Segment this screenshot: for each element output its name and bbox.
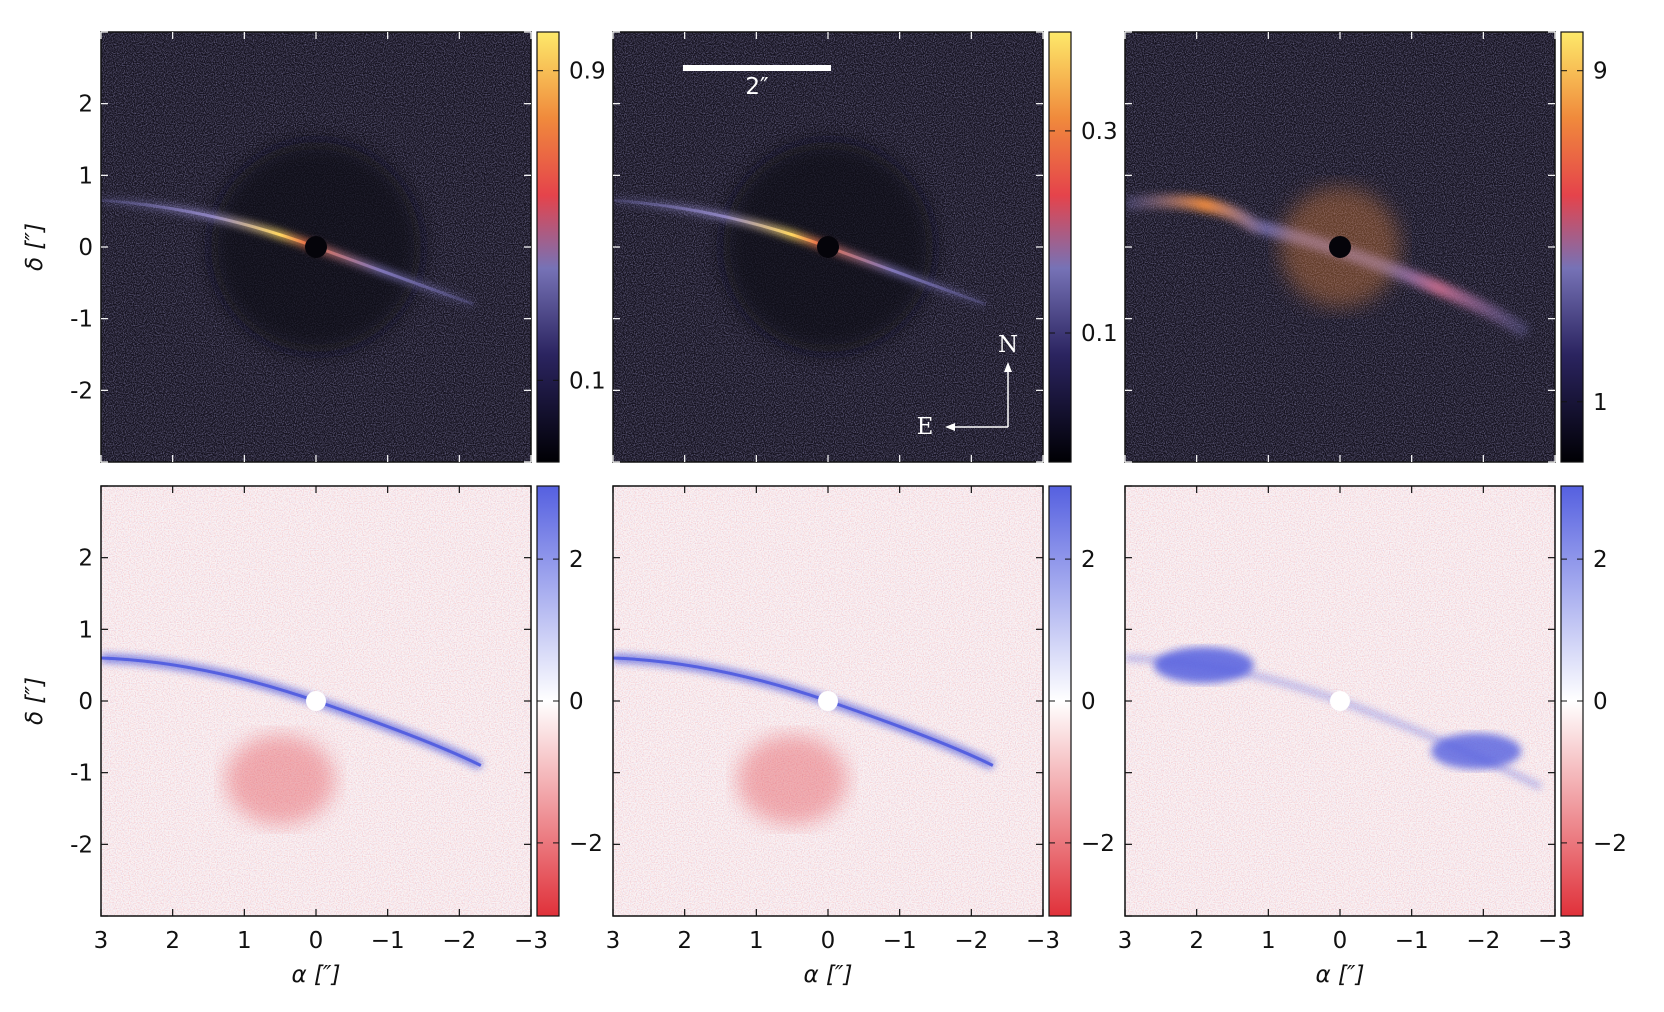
compass: NE: [917, 332, 1018, 440]
colorbar-tick-label: 0.3: [1081, 119, 1118, 145]
colorbar: 2 0 −2: [1560, 485, 1627, 917]
y-tick-label: 1: [78, 163, 93, 189]
x-tick-label: −1: [883, 928, 917, 954]
panel-bottom-3: 3 2 1 0 −1 −2 −3 α [″] 2 0 −2: [1118, 485, 1627, 988]
x-axis-label: α [″]: [291, 962, 340, 988]
colorbar-tick-label: 0: [1593, 689, 1608, 715]
y-tick-label: 2: [78, 546, 93, 572]
y-tick-label: 0: [78, 235, 93, 261]
colorbar-tick-label: 2: [1081, 547, 1096, 573]
x-tick-label: 2: [677, 928, 692, 954]
image-map: [613, 32, 1043, 462]
colorbar: 2 0 −2: [1048, 485, 1115, 917]
colorbar-tick-label: −2: [1081, 831, 1115, 857]
x-tick-label: −3: [514, 928, 548, 954]
x-tick-label: −3: [1026, 928, 1060, 954]
y-tick-label: 1: [78, 617, 93, 643]
image-map: [613, 486, 1043, 916]
x-tick-label: −1: [371, 928, 405, 954]
colorbar: 2 0 −2: [536, 485, 603, 917]
colorbar-tick-label: 0: [569, 689, 584, 715]
compass-east-label: E: [917, 414, 934, 440]
panel-top-3: 91: [1124, 31, 1608, 463]
y-axis-label: δ [″]: [22, 677, 48, 725]
panel-top-1: 2 1 0 -1 -2 δ [″] 0.9 0.1: [22, 31, 606, 463]
colorbar-tick-label: 0: [1081, 689, 1096, 715]
x-tick-label: 3: [94, 928, 109, 954]
x-tick-label: 1: [1261, 928, 1276, 954]
y-tick-label: -1: [70, 307, 93, 333]
north-arrow-icon: [1004, 362, 1012, 372]
y-tick-label: 2: [78, 92, 93, 118]
image-map: [1125, 486, 1555, 916]
y-tick-label: 0: [78, 689, 93, 715]
panel-top-2: 0.3 0.1: [612, 31, 1118, 463]
image-map: [1125, 32, 1555, 462]
x-tick-label: 3: [1118, 928, 1133, 954]
colorbar-tick-label: 0.1: [569, 368, 606, 394]
x-tick-label: 2: [1189, 928, 1204, 954]
colorbar-tick-label: 1: [1593, 390, 1608, 416]
colorbar-tick-label: 0.1: [1081, 321, 1118, 347]
colorbar: 0.3 0.1: [1048, 31, 1118, 463]
colorbar-tick-label: 2: [1593, 547, 1608, 573]
image-map: [101, 486, 531, 916]
y-tick-label: -2: [70, 378, 93, 404]
image-map: [101, 32, 531, 462]
x-axis-label: α [″]: [1315, 962, 1364, 988]
colorbar-tick-label: 0.9: [569, 59, 606, 85]
colorbar: 91: [1560, 31, 1608, 463]
colorbar-tick-label: −2: [1593, 831, 1627, 857]
x-tick-label: 0: [309, 928, 324, 954]
panel-bottom-2: 3 2 1 0 −1 −2 −3 α [″] 2 0 −2: [606, 485, 1115, 988]
x-axis-label: α [″]: [803, 962, 852, 988]
x-tick-label: 2: [165, 928, 180, 954]
scale-bar: 2″: [683, 65, 831, 100]
x-tick-label: 0: [1333, 928, 1348, 954]
panel-bottom-1: 2 1 0 -1 -2 δ [″] 3 2 1 0 −1 −2 −3 α [″] 2 0 −2: [22, 485, 603, 988]
compass-north-label: N: [998, 332, 1018, 358]
colorbar: 0.9 0.1: [536, 31, 606, 463]
x-tick-label: −2: [954, 928, 988, 954]
y-tick-label: -1: [70, 761, 93, 787]
y-axis-label: δ [″]: [22, 223, 48, 271]
x-tick-label: −2: [1466, 928, 1500, 954]
y-tick-label: -2: [70, 832, 93, 858]
x-tick-label: 3: [606, 928, 621, 954]
x-tick-label: −2: [442, 928, 476, 954]
east-arrow-icon: [945, 423, 955, 431]
scale-bar-label: 2″: [745, 74, 769, 100]
colorbar-tick-label: 9: [1593, 59, 1608, 85]
x-tick-label: 1: [237, 928, 252, 954]
colorbar-tick-label: 2: [569, 547, 584, 573]
x-tick-label: 1: [749, 928, 764, 954]
x-tick-label: −1: [1395, 928, 1429, 954]
x-tick-label: 0: [821, 928, 836, 954]
x-tick-label: −3: [1538, 928, 1572, 954]
colorbar-tick-label: −2: [569, 831, 603, 857]
